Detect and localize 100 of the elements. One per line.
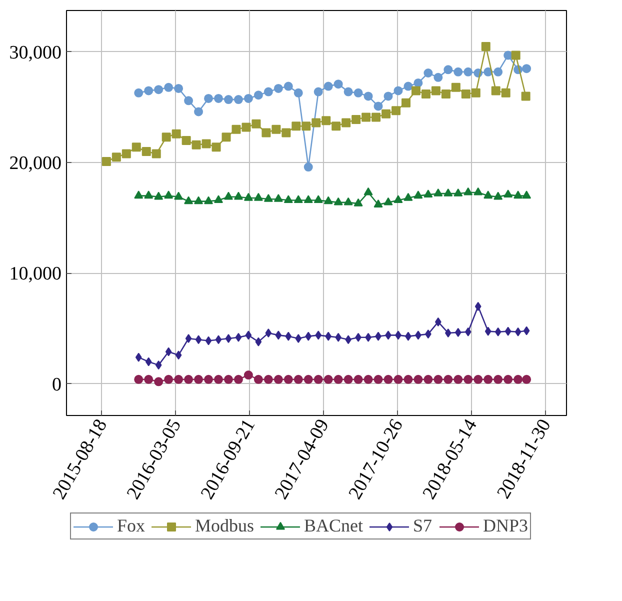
- point: [414, 374, 423, 384]
- point: [242, 122, 251, 132]
- y-tick-label: 20,000: [9, 153, 62, 174]
- point: [374, 374, 383, 384]
- point: [394, 374, 403, 384]
- point: [224, 95, 233, 104]
- point: [314, 374, 323, 384]
- point: [514, 327, 522, 336]
- point: [244, 94, 253, 103]
- point: [451, 82, 460, 92]
- point: [504, 374, 513, 384]
- point: [484, 374, 493, 384]
- point: [481, 42, 490, 51]
- point: [354, 374, 363, 384]
- point: [344, 374, 353, 384]
- point: [441, 90, 450, 99]
- point: [192, 140, 201, 150]
- point: [154, 192, 164, 200]
- point: [132, 142, 141, 152]
- point: [282, 128, 291, 138]
- point: [414, 190, 423, 199]
- point: [264, 374, 273, 384]
- point: [484, 190, 493, 199]
- point: [244, 192, 253, 201]
- point: [264, 194, 273, 202]
- point: [275, 330, 282, 340]
- point: [224, 374, 233, 384]
- point: [254, 90, 263, 100]
- point: [175, 350, 182, 360]
- point: [245, 330, 252, 340]
- point: [522, 190, 532, 199]
- point: [342, 118, 351, 128]
- point: [332, 122, 341, 131]
- point: [434, 72, 443, 82]
- point: [474, 302, 482, 311]
- point: [414, 78, 423, 88]
- point: [394, 195, 403, 204]
- point: [404, 192, 413, 201]
- point: [474, 374, 483, 384]
- point: [431, 86, 440, 96]
- point: [244, 370, 253, 380]
- point: [204, 196, 214, 204]
- point: [304, 195, 313, 204]
- legend-label: BACnet: [304, 516, 364, 536]
- point: [202, 139, 211, 148]
- point: [154, 377, 164, 386]
- point: [424, 190, 433, 198]
- point: [234, 95, 243, 104]
- point: [255, 337, 262, 346]
- point: [424, 68, 433, 78]
- point: [264, 87, 273, 96]
- point: [522, 64, 532, 74]
- point: [501, 88, 510, 98]
- point: [464, 67, 473, 76]
- point: [272, 124, 281, 134]
- point: [444, 374, 453, 384]
- point: [454, 328, 462, 337]
- point: [184, 374, 194, 384]
- point: [494, 327, 502, 336]
- point: [521, 92, 530, 101]
- point: [274, 194, 283, 202]
- legend-label: Fox: [117, 516, 146, 536]
- point: [491, 86, 500, 96]
- point: [444, 188, 453, 196]
- point: [523, 326, 530, 336]
- point: [164, 374, 174, 384]
- point: [254, 192, 263, 201]
- point: [384, 374, 393, 384]
- point: [522, 374, 532, 384]
- point: [424, 374, 433, 384]
- point: [225, 334, 232, 344]
- point: [322, 116, 331, 126]
- point: [304, 162, 313, 172]
- point: [494, 374, 503, 384]
- legend-label: S7: [413, 516, 434, 536]
- point: [205, 336, 212, 346]
- point: [134, 88, 144, 98]
- point: [144, 374, 154, 384]
- point: [212, 142, 221, 152]
- point: [112, 152, 121, 162]
- point: [454, 374, 463, 384]
- point: [312, 118, 321, 128]
- point: [324, 82, 333, 91]
- point: [254, 374, 263, 384]
- point: [304, 374, 313, 384]
- legend-label: DNP3: [483, 516, 528, 536]
- point: [494, 67, 503, 76]
- y-tick-label: 30,000: [9, 42, 62, 64]
- point: [174, 192, 184, 200]
- point: [252, 119, 261, 128]
- point: [514, 190, 523, 199]
- point: [314, 195, 323, 204]
- point: [215, 335, 222, 344]
- point: [471, 88, 480, 98]
- point: [315, 330, 322, 340]
- point: [334, 374, 343, 384]
- y-tick-label: 0: [52, 374, 62, 396]
- point: [204, 374, 214, 384]
- point: [294, 88, 303, 98]
- point: [372, 112, 381, 122]
